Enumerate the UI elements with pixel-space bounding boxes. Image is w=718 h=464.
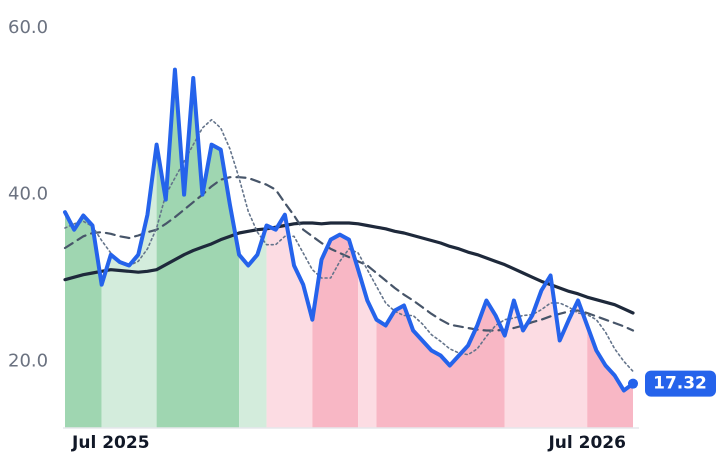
x-tick-label: Jul 2025: [71, 433, 150, 453]
value-label: 17.32: [653, 374, 707, 394]
series-line: [64, 118, 634, 373]
band-area: [376, 300, 505, 428]
x-tick-label: Jul 2026: [547, 433, 626, 453]
band-area: [358, 269, 377, 428]
last-point: [628, 378, 638, 389]
series-line: [63, 221, 635, 315]
band-area: [587, 325, 633, 428]
series-line: [63, 67, 635, 393]
band-area: [266, 214, 313, 428]
y-tick-label: 40.0: [8, 184, 48, 205]
y-tick-label: 60.0: [8, 17, 48, 38]
band-area: [312, 234, 359, 428]
series-line: [63, 176, 635, 332]
value-badge: [645, 370, 716, 397]
band-area: [101, 144, 157, 428]
y-tick-label: 20.0: [8, 350, 48, 371]
band-area: [239, 225, 267, 428]
band-area: [65, 212, 102, 428]
band-area: [504, 275, 588, 428]
